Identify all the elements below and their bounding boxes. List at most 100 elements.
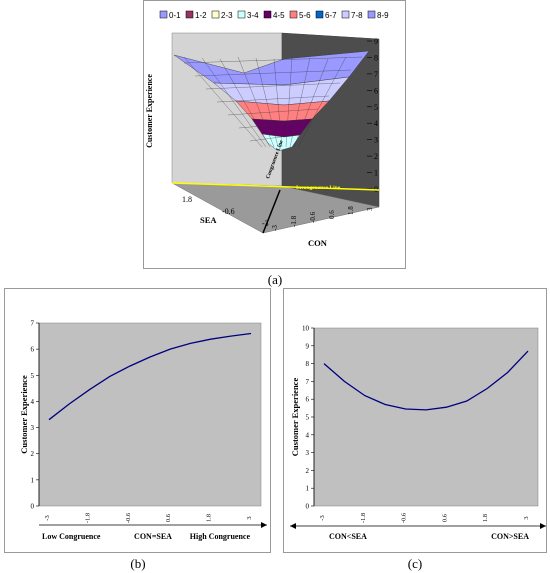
con-tick-label: 1.8 [347,206,355,215]
y-tick-label: 6 [306,396,310,404]
legend-swatch [159,10,168,19]
surface-grid-line [219,58,271,148]
y-tick-label: 1 [31,476,35,484]
x-tick-label: -0.6 [125,512,132,523]
y-tick-label: 5 [306,414,310,422]
legend-label: 7-8 [351,11,363,20]
y-tick-label: 6 [31,346,35,354]
legend-label: 6-7 [325,11,337,20]
line-chart-b-panel: 7 6 5 4 3 2 1 0 -3 -1.8 -0.6 0.6 1.8 3 Customer Experi… [4,288,271,553]
z-tick-label: 8 [374,53,378,62]
y-tick-label: 3 [31,424,35,432]
z-tick-label: 5 [374,103,378,112]
surface-grid-line [216,95,330,103]
y-tick-label: 3 [306,449,310,457]
y-axis-title: Customer Experience [290,378,300,457]
x-label-center: CON=SEA [134,532,172,541]
z-tick-label: 7 [374,70,378,79]
x-tick-label: -1.8 [84,513,91,523]
legend-label: 0-1 [169,11,181,20]
legend-swatch [341,10,350,19]
y-tick-label: 1 [306,485,310,493]
z-tick-label: 9 [374,37,378,46]
y-tick-label: 10 [302,325,310,333]
sea-tick-label: 1.8 [182,195,192,204]
x-label-right: High Congruence [190,532,251,541]
z-tick-label: 4 [374,119,378,128]
plot-area [313,327,539,507]
legend-label: 3-4 [247,11,259,20]
y-tick-label: 4 [31,398,35,406]
legend-label: 8-9 [377,11,389,20]
x-label-left: Low Congruence [42,532,101,541]
caption-c: (c) [407,556,423,571]
x-arrow-head-right [540,523,546,529]
con-axis-title: CON [308,238,328,248]
y-tick-label: 5 [31,372,35,380]
z-tick-label: 3 [374,136,378,145]
plot-area [38,322,262,507]
surface-grid-line [201,57,267,148]
y-tick-label: 0 [31,503,35,511]
surface-grid-line [293,58,329,148]
x-tick-label: 1.8 [206,514,213,522]
y-tick-label: 8 [306,360,310,368]
sea-tick-label: -3 [262,219,269,228]
surface-chart: 0-11-22-33-44-55-66-77-88-99876543210Inc… [145,10,389,248]
surface-grid-line [285,56,293,148]
y-tick-label: 0 [306,503,310,511]
congruence-line [262,189,281,234]
legend-label: 5-6 [299,11,311,20]
legend-swatch [367,10,376,19]
y-axis-title: Customer Experience [19,375,29,454]
y-tick-label: 7 [306,378,310,386]
line-chart-c-panel: 10 9 8 7 6 5 4 3 2 1 0 -3 -1.8 -0.6 0.6 1.8 3 Customer Ex… [283,288,547,553]
x-tick-label: 0.6 [165,513,172,522]
x-tick-label: 0.6 [441,513,448,522]
legend-swatch [185,10,194,19]
x-tick-label: -0.6 [401,512,408,523]
legend-swatch [315,10,324,19]
y-tick-label: 2 [306,467,310,475]
surface-grid-line [194,69,352,77]
y-tick-label: 2 [31,450,35,458]
x-tick-label: 1.8 [482,514,489,522]
legend-swatch [263,10,272,19]
con-tick-label: -0.6 [309,211,317,223]
con-tick-label: -1.8 [290,215,298,227]
x-label-left: CON<SEA [329,532,367,541]
surface-grid-line [205,82,341,90]
surface-grid-line [183,56,263,148]
surface-chart-panel: 0-11-22-33-44-55-66-77-88-99876543210Inc… [143,0,406,269]
surface-grid-line [297,56,347,148]
surface-grid-line [249,134,297,142]
incongruence-line-label: Incongruence Line [296,185,341,191]
z-tick-label: 6 [374,86,378,95]
z-axis-title: Customer Experience [145,74,154,148]
legend-swatch [211,10,220,19]
x-tick-label: 3 [246,516,253,519]
y-tick-label: 9 [306,342,310,350]
x-tick-label: 3 [523,516,530,519]
series-line [323,350,529,411]
series-line [48,332,252,421]
con-tick-label: -3 [271,225,279,231]
x-arrow-head-left [290,523,296,529]
z-tick-label: 1 [374,169,378,178]
z-tick-label: 2 [374,152,378,161]
x-label-right: CON>SEA [491,532,529,541]
sea-axis-title: SEA [200,215,217,225]
legend-label: 4-5 [273,11,285,20]
incongruence-line [171,182,380,191]
con-tick-label: 0.6 [328,210,336,219]
x-arrow-head-right [261,522,267,528]
surface-grid-line [238,121,308,129]
x-tick-label: -1.8 [360,513,367,523]
con-tick-label: 3 [366,207,374,211]
surface-grid-line [273,58,283,148]
caption-b: (b) [130,556,146,571]
legend-label: 2-3 [221,11,233,20]
surface-grid-line [237,56,275,148]
